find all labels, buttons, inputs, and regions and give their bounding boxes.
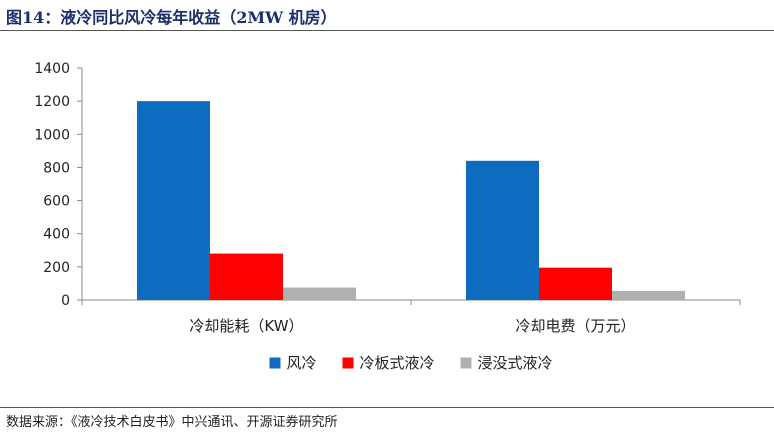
bar-1-2 (466, 160, 539, 300)
figure-title: 图14：液冷同比风冷每年收益（2MW 机房） (6, 8, 337, 27)
bar-3-2 (612, 290, 685, 300)
legend-swatch-3 (460, 357, 472, 369)
y-tick-label: 1000 (34, 127, 70, 143)
x-category-label: 冷却电费（万元） (515, 317, 635, 335)
legend-label-1: 风冷 (287, 354, 317, 372)
legend-swatch-2 (342, 357, 354, 369)
legend-label-2: 冷板式液冷 (360, 354, 435, 372)
bar-2-1 (210, 253, 283, 300)
y-tick-label: 0 (61, 293, 70, 309)
legend-label-3: 浸没式液冷 (478, 354, 553, 372)
y-tick-label: 600 (43, 194, 70, 210)
chart-legend: 风冷 冷板式液冷 浸没式液冷 (269, 354, 553, 372)
bar-chart: 0 200 400 600 800 1000 1200 1400 冷却能耗（KW） 冷却电费（万元… (34, 61, 741, 372)
y-tick-label: 400 (43, 227, 70, 243)
chart-bars (137, 101, 685, 301)
bar-1-1 (137, 101, 210, 301)
bar-3-1 (283, 287, 356, 300)
x-category-label: 冷却能耗（KW） (189, 317, 303, 335)
legend-swatch-1 (269, 357, 281, 369)
y-tick-label: 1400 (34, 61, 70, 77)
bar-2-2 (539, 267, 612, 300)
y-tick-label: 800 (43, 160, 70, 176)
chart-axes: 0 200 400 600 800 1000 1200 1400 冷却能耗（KW） 冷却电费（万元… (34, 61, 741, 335)
y-tick-label: 200 (43, 260, 70, 276)
y-tick-label: 1200 (34, 94, 70, 110)
data-source-note: 数据来源：《液冷技术白皮书》中兴通讯、开源证券研究所 (6, 415, 338, 430)
source-divider (0, 407, 774, 408)
title-divider (0, 30, 774, 31)
